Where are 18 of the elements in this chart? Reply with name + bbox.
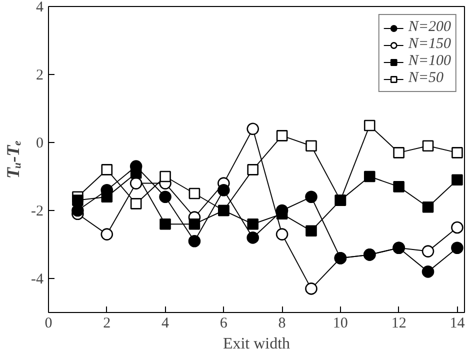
y-tick-label: -2 [31, 204, 44, 220]
x-tick-label: 2 [103, 316, 111, 332]
x-axis-title: Exit width [222, 336, 290, 352]
x-tick-label: 4 [162, 316, 170, 332]
legend-label: N=50 [408, 70, 444, 87]
legend-label: N=200 [408, 19, 451, 36]
y-tick-label: 2 [36, 68, 44, 84]
x-tick-label: 10 [332, 316, 348, 332]
y-axis-title: Tᵤ-Tₑ [3, 140, 24, 179]
x-tick-label: 8 [278, 316, 286, 332]
legend-label: N=150 [408, 36, 451, 53]
x-tick-label: 6 [220, 316, 228, 332]
y-tick-label: 0 [36, 136, 44, 152]
legend-label: N=100 [408, 53, 451, 70]
x-tick-label: 12 [391, 316, 406, 332]
x-tick-label: 14 [450, 316, 466, 332]
y-tick-label: 4 [36, 0, 44, 16]
y-tick-label: -4 [31, 272, 44, 288]
